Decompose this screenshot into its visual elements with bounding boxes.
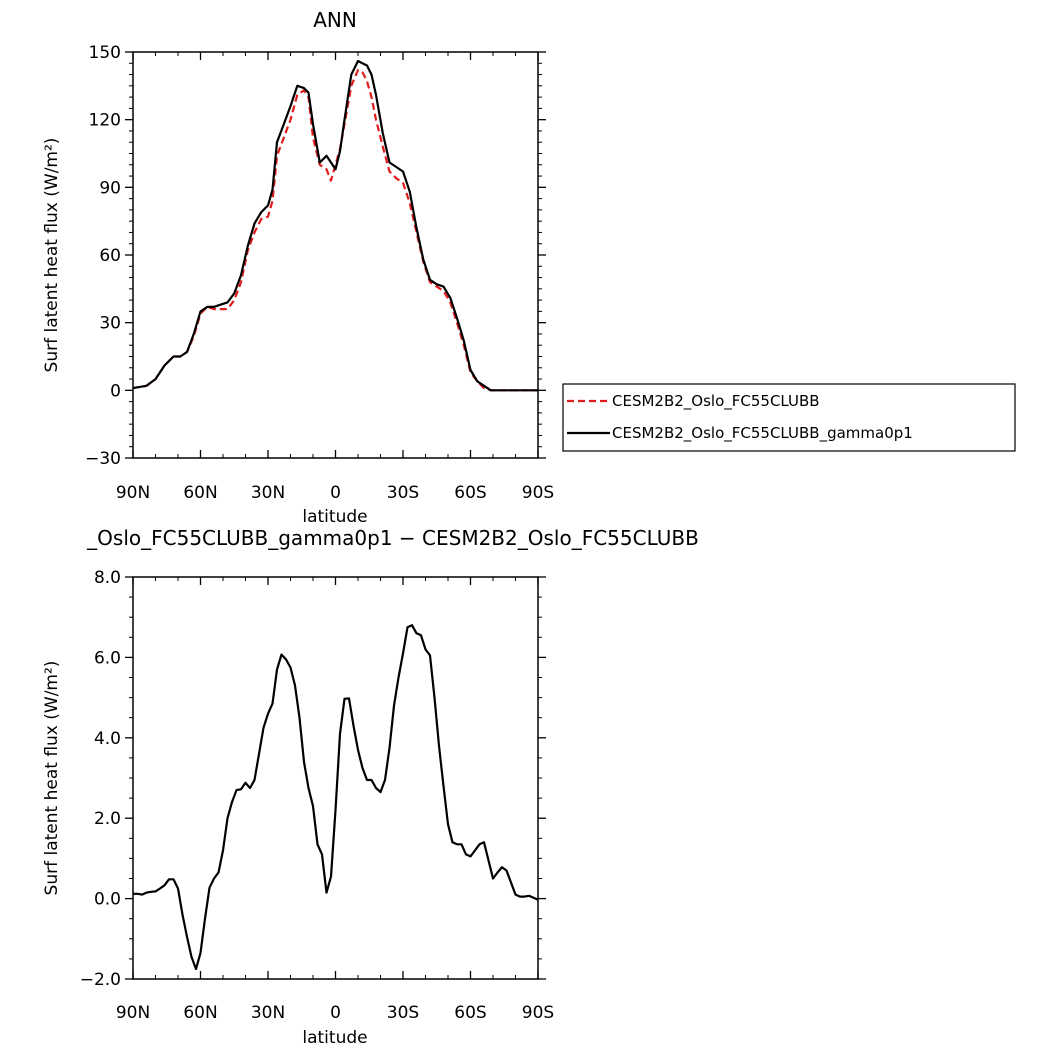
y-tick-label: 0 [110, 381, 121, 401]
y-axis-label: Surf latent heat flux (W/m²) [42, 661, 62, 896]
x-tick-label: 90N [116, 1003, 150, 1023]
y-tick-label: 60 [99, 246, 121, 266]
series-line-1 [133, 624, 539, 971]
y-tick-label: −2.0 [80, 970, 121, 990]
x-tick-label: 30S [387, 1003, 419, 1023]
y-tick-label: −30 [85, 449, 121, 469]
legend-box [562, 383, 1016, 452]
x-tick-label: 90N [116, 483, 150, 503]
x-tick-label: 30S [387, 483, 419, 503]
y-tick-label: 0.0 [94, 890, 121, 910]
x-tick-label: 90S [522, 483, 554, 503]
legend-label-series-1: CESM2B2_Oslo_FC55CLUBB [612, 392, 820, 411]
y-axis-label: Surf latent heat flux (W/m²) [42, 138, 62, 373]
y-tick-label: 8.0 [94, 568, 121, 588]
y-tick-label: 6.0 [94, 648, 121, 668]
plot-lines [133, 624, 539, 971]
series-line-1 [132, 68, 538, 392]
chart-panel-difference: _Oslo_FC55CLUBB_gamma0p1 − CESM2B2_Oslo_… [42, 526, 699, 1048]
y-tick-label: 30 [99, 314, 121, 334]
plot-lines [132, 59, 538, 392]
chart-title: _Oslo_FC55CLUBB_gamma0p1 − CESM2B2_Oslo_… [86, 526, 699, 550]
y-tick-label: 120 [89, 111, 121, 131]
x-tick-label: 60S [454, 483, 486, 503]
x-tick-label: 60N [183, 1003, 217, 1023]
x-tick-label: 30N [251, 1003, 285, 1023]
plot-area-frame [132, 51, 539, 459]
y-tick-label: 150 [89, 43, 121, 63]
legend: CESM2B2_Oslo_FC55CLUBB CESM2B2_Oslo_FC55… [562, 383, 1016, 452]
x-axis-label: latitude [302, 507, 367, 527]
chart-title: ANN [313, 8, 357, 32]
y-tick-label: 2.0 [94, 809, 121, 829]
x-tick-label: 30N [251, 483, 285, 503]
x-axis-label: latitude [302, 1028, 367, 1048]
plot-area-frame [132, 576, 539, 980]
legend-label-series-2: CESM2B2_Oslo_FC55CLUBB_gamma0p1 [612, 424, 913, 443]
x-tick-label: 90S [522, 1003, 554, 1023]
y-tick-label: 4.0 [94, 729, 121, 749]
x-tick-label: 60S [454, 1003, 486, 1023]
chart-panel-annual: ANN 90N 60N 30N 0 30S 60S 90S−300306090120150 … [42, 8, 1016, 527]
series-line-2 [132, 59, 538, 392]
x-tick-label: 60N [183, 483, 217, 503]
y-tick-label: 90 [99, 178, 121, 198]
x-tick-label: 0 [330, 483, 341, 503]
x-tick-label: 0 [330, 1003, 341, 1023]
